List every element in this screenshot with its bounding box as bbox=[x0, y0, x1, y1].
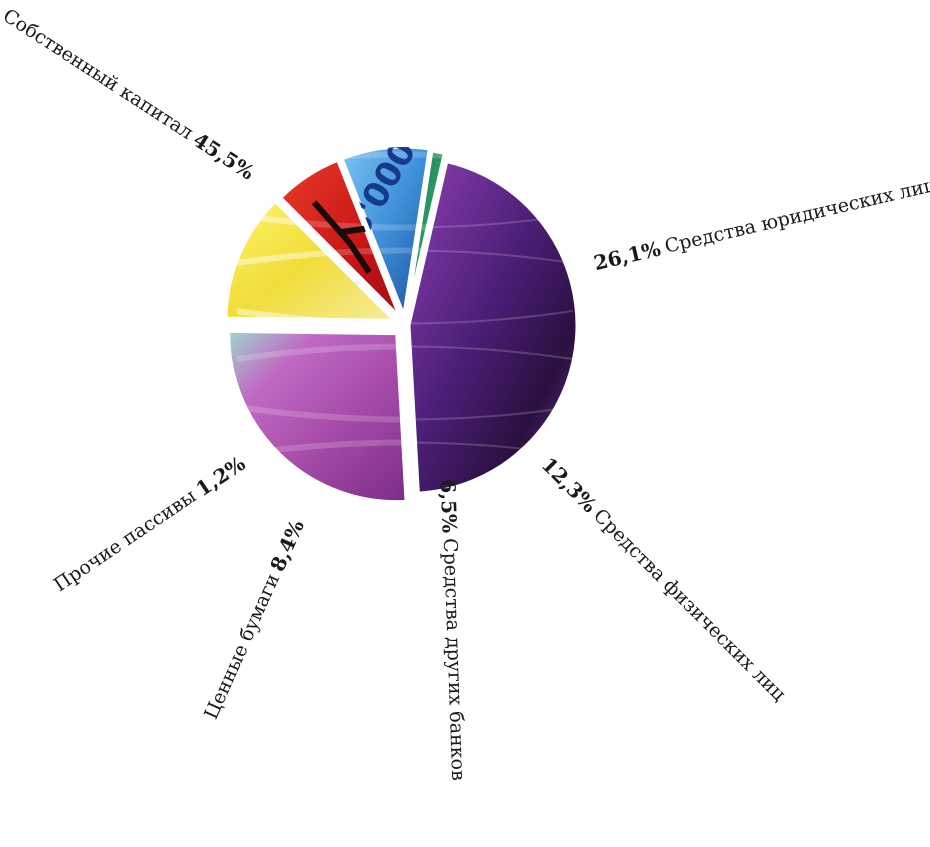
slice-label: 6,5% Средства других банков bbox=[436, 479, 471, 781]
slice-label: Ценные бумаги 8,4% bbox=[199, 516, 309, 723]
slice-label: 26,1% Средства юридических лиц bbox=[591, 172, 930, 274]
slice-label-name: Собственный капитал bbox=[0, 5, 197, 144]
slice-label-name: Средства юридических лиц bbox=[663, 174, 930, 258]
slices-layer: 5'000 bbox=[226, 134, 577, 502]
slice-label-name: Средства физических лиц bbox=[589, 505, 790, 706]
slice-label-value: 8,4% bbox=[265, 516, 309, 575]
slice-label-value: 1,2% bbox=[191, 451, 249, 501]
slice-label: 12,3% Средства физических лиц bbox=[537, 452, 791, 706]
slice-label-value: 45,5% bbox=[189, 127, 259, 184]
slice-label-value: 6,5% bbox=[436, 479, 462, 534]
slice-label: Собственный капитал 45,5% bbox=[0, 3, 259, 184]
slice-label-name: Ценные бумаги bbox=[200, 570, 284, 722]
slice-label-value: 26,1% bbox=[591, 236, 662, 275]
slice-label: Прочие пассивы 1,2% bbox=[49, 451, 249, 597]
slice-label-name: Прочие пассивы bbox=[50, 485, 200, 596]
slice-label-name: Средства других банков bbox=[439, 538, 469, 781]
slice-label-value: 12,3% bbox=[537, 452, 602, 517]
